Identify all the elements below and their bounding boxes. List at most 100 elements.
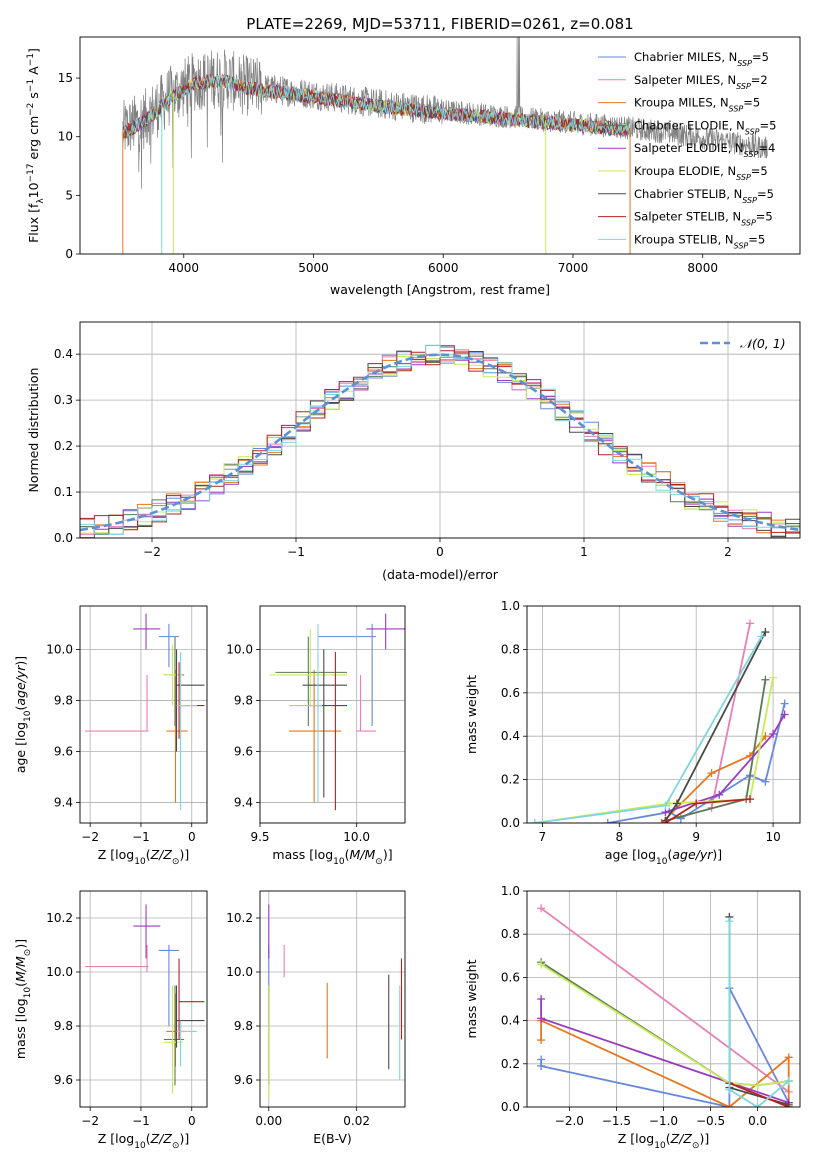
y-tick-label: 0.2 [501, 1057, 520, 1071]
y-axis-label: mass weight [464, 675, 479, 754]
x-tick-label: 10 [765, 830, 780, 844]
axes-frame [526, 890, 801, 1108]
y-tick-label: 0.3 [54, 393, 73, 407]
plot-area [122, 37, 768, 254]
x-tick-label: −1.5 [602, 1114, 631, 1128]
y-tick-label: 0.0 [501, 1100, 520, 1114]
y-tick-label: 0.6 [501, 686, 520, 700]
massweight-marker [769, 730, 778, 739]
y-tick-label: 5 [65, 188, 73, 202]
legend-label: Kroupa ELODIE, NSSP=5 [634, 164, 768, 182]
massweight-marker [715, 790, 724, 799]
x-tick-label: 8000 [687, 261, 718, 275]
chart-age_vs_mass: 9.5 10.0 9.4 9.6 9.8 10.0 mass [log10(M/M⊙)] [226, 605, 406, 867]
x-tick-label: 7000 [558, 261, 589, 275]
massweight-marker [672, 799, 681, 808]
x-tick-label: −2 [143, 545, 161, 559]
y-tick-label: 15 [58, 71, 73, 85]
y-axis-label: mass weight [464, 959, 479, 1038]
massweight-marker [725, 1085, 734, 1094]
x-axis-label: mass [log10(M/M⊙)] [272, 847, 392, 867]
plot-area [530, 619, 789, 823]
massweight-marker [769, 673, 778, 682]
model-spectrum-line [122, 74, 630, 138]
massweight-line [607, 703, 786, 823]
massweight-marker [537, 1014, 546, 1023]
massweight-marker [530, 819, 539, 823]
x-axis-label: (data-model)/error [382, 567, 499, 582]
y-tick-label: 9.6 [234, 1073, 253, 1087]
y-tick-label: 0.4 [501, 729, 520, 743]
y-tick-label: 9.6 [234, 745, 253, 759]
chart-massweight_vs_age: 7 8 9 10 0.0 0.2 0.4 0.6 0.8 1.0 age [log10(age/yr… [464, 599, 801, 867]
x-tick-label: 1 [580, 545, 588, 559]
x-tick-label: −1.0 [649, 1114, 678, 1128]
x-tick-label: −1 [132, 830, 150, 844]
x-tick-label: 9.5 [250, 830, 269, 844]
y-tick-label: 9.4 [54, 796, 73, 810]
massweight-marker [761, 777, 770, 786]
y-tick-label: 0.1 [54, 485, 73, 499]
axes-frame [79, 605, 208, 824]
y-tick-label: 10.0 [46, 965, 73, 979]
massweight-marker [725, 1103, 734, 1107]
y-tick-label: 9.6 [54, 1073, 73, 1087]
y-tick-label: 10.0 [46, 642, 73, 656]
x-axis-label: wavelength [Angstrom, rest frame] [330, 282, 550, 297]
y-tick-label: 0.2 [501, 773, 520, 787]
y-tick-label: 10 [58, 130, 73, 144]
massweight-line [728, 921, 790, 1107]
axes-frame [79, 36, 801, 255]
massweight-marker [537, 1061, 546, 1070]
massweight-marker [753, 1081, 762, 1090]
x-tick-label: −0.5 [696, 1114, 725, 1128]
chart-mass_vs_Z: −2 −1 0 9.6 9.8 10.0 10.2 Z [log10(Z/Z⊙)] mass [… [13, 890, 208, 1151]
x-axis-label: E(B-V) [313, 1131, 352, 1146]
massweight-line [540, 961, 789, 1087]
massweight-marker [784, 1053, 793, 1062]
axes-frame [79, 890, 208, 1108]
axes-frame [526, 605, 801, 824]
y-tick-label: 0.8 [501, 927, 520, 941]
massweight-line [728, 916, 789, 1106]
massweight-marker [746, 795, 755, 804]
x-tick-label: 0 [436, 545, 444, 559]
massweight-line [540, 907, 790, 1093]
x-tick-label: 6000 [428, 261, 459, 275]
plot-area [268, 904, 403, 1099]
legend-label: Salpeter MILES, NSSP=2 [634, 73, 768, 91]
massweight-marker [757, 632, 766, 641]
legend-label: 𝒩(0, 1) [740, 336, 786, 351]
y-tick-label: 1.0 [501, 599, 520, 613]
y-tick-label: 0.4 [54, 347, 73, 361]
massweight-marker [603, 819, 612, 823]
plot-area [269, 613, 405, 811]
massweight-marker [784, 1103, 793, 1107]
y-tick-label: 0.0 [54, 531, 73, 545]
x-tick-label: 10.0 [343, 830, 370, 844]
y-tick-label: 9.8 [54, 1019, 73, 1033]
y-axis-label: mass [log10(M/M⊙)] [13, 939, 33, 1059]
y-tick-label: 0 [65, 247, 73, 261]
x-tick-label: 0 [188, 830, 196, 844]
massweight-marker [537, 1036, 546, 1045]
model-spectrum-line [122, 73, 630, 139]
x-tick-label: 5000 [298, 261, 329, 275]
massweight-marker [692, 799, 701, 808]
legend-label: Salpeter STELIB, NSSP=5 [634, 210, 773, 228]
normal-curve [80, 353, 800, 532]
x-tick-label: 7 [539, 830, 547, 844]
chart-age_vs_Z: −2 −1 0 9.4 9.6 9.8 10.0 Z [log10(Z/Z⊙)] age [lo… [13, 605, 208, 867]
y-tick-label: 0.6 [501, 970, 520, 984]
y-tick-label: 10.2 [226, 911, 253, 925]
y-axis-label: Normed distribution [26, 368, 41, 493]
axes-frame [259, 605, 406, 824]
massweight-marker [784, 1077, 793, 1086]
y-tick-label: 10.0 [226, 642, 253, 656]
y-tick-label: 9.4 [234, 796, 253, 810]
massweight-line [540, 1019, 790, 1107]
massweight-marker [661, 801, 670, 810]
x-axis-label: Z [log10(Z/Z⊙)] [98, 1131, 189, 1151]
massweight-line [710, 623, 751, 808]
